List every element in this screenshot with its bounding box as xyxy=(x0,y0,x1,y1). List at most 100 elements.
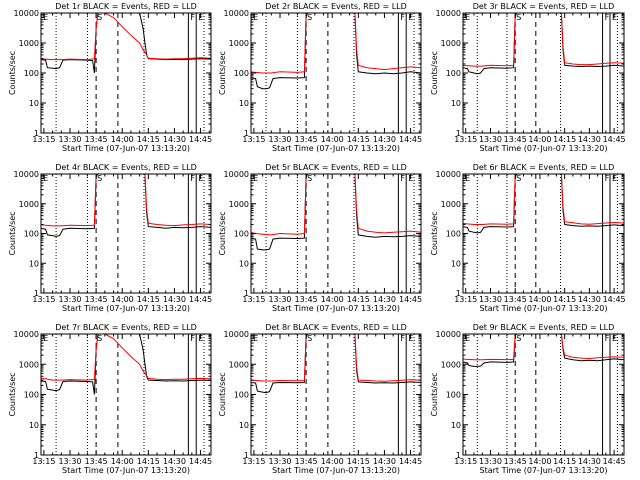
x-tick-label: 13:15 xyxy=(454,135,477,144)
event-marker-label: S xyxy=(97,13,102,22)
y-tick-label: 10 xyxy=(29,421,39,430)
x-tick-label: 14:30 xyxy=(373,295,396,304)
x-tick-label: 14:00 xyxy=(528,295,551,304)
event-marker-label: F xyxy=(400,334,405,343)
x-tick-label: 14:15 xyxy=(347,295,370,304)
event-marker-label: S xyxy=(307,334,312,343)
y-tick-label: 10 xyxy=(451,421,461,430)
x-tick-label: 13:15 xyxy=(32,295,55,304)
x-tick-label: 14:30 xyxy=(373,135,396,144)
y-axis-label: Counts/sec xyxy=(430,51,439,95)
x-tick-label: 14:30 xyxy=(163,135,186,144)
events-series-line xyxy=(41,174,211,237)
y-tick-label: 10 xyxy=(29,99,39,108)
x-tick-label: 14:45 xyxy=(603,135,626,144)
event-marker-label: F xyxy=(400,174,405,183)
y-tick-label: 10 xyxy=(451,259,461,268)
x-axis-label: Start Time (07-Jun-07 13:13:20) xyxy=(480,144,608,153)
x-tick-label: 13:30 xyxy=(268,135,291,144)
x-tick-label: 13:30 xyxy=(58,457,81,466)
x-tick-label: 13:45 xyxy=(85,457,108,466)
x-tick-label: 14:15 xyxy=(137,457,160,466)
x-axis-label: Start Time (07-Jun-07 13:13:20) xyxy=(62,466,190,475)
x-tick-label: 14:45 xyxy=(189,295,212,304)
event-marker-label: E xyxy=(253,174,258,183)
y-tick-label: 1000 xyxy=(441,200,461,209)
event-marker-label: E xyxy=(465,174,470,183)
x-tick-label: 13:30 xyxy=(479,295,502,304)
y-tick-label: 100 xyxy=(446,230,461,239)
x-tick-label: 14:00 xyxy=(321,135,344,144)
y-axis-label: Counts/sec xyxy=(8,211,17,255)
plot-frame xyxy=(462,333,625,456)
x-tick-label: 13:45 xyxy=(295,457,318,466)
x-tick-label: 14:45 xyxy=(603,295,626,304)
x-tick-label: 14:15 xyxy=(347,457,370,466)
panel-title: Det 6r BLACK = Events, RED = LLD xyxy=(473,163,615,172)
events-series-line xyxy=(41,13,211,74)
x-tick-label: 14:30 xyxy=(578,295,601,304)
detector-panel-6: 1 10 100 1000 10000 13:15 13:30 13:45 14:00 14:15… xyxy=(430,163,626,313)
event-marker-label: S xyxy=(307,13,312,22)
y-tick-label: 10000 xyxy=(224,330,249,339)
y-tick-label: 10000 xyxy=(14,9,39,18)
events-series-line xyxy=(251,334,421,394)
detector-panel-5: 1 10 100 1000 10000 13:15 13:30 13:45 14:00 14:15… xyxy=(218,163,422,313)
x-tick-label: 13:15 xyxy=(242,295,265,304)
x-tick-label: 13:45 xyxy=(85,135,108,144)
event-marker-label: E xyxy=(408,174,413,183)
event-marker-label: E xyxy=(408,334,413,343)
event-marker-label: S xyxy=(97,334,102,343)
panel-title: Det 5r BLACK = Events, RED = LLD xyxy=(265,163,407,172)
x-tick-label: 14:00 xyxy=(528,457,551,466)
events-series-line xyxy=(463,13,624,75)
x-tick-label: 14:30 xyxy=(373,457,396,466)
x-tick-label: 14:30 xyxy=(578,135,601,144)
y-axis-label: Counts/sec xyxy=(8,51,17,95)
y-tick-label: 10000 xyxy=(224,170,249,179)
panel-title: Det 8r BLACK = Events, RED = LLD xyxy=(265,323,407,332)
x-tick-label: 14:45 xyxy=(189,135,212,144)
event-marker-label: E xyxy=(253,13,258,22)
y-tick-label: 10000 xyxy=(14,330,39,339)
x-tick-label: 13:45 xyxy=(295,135,318,144)
x-tick-label: 13:45 xyxy=(504,135,527,144)
x-tick-label: 13:30 xyxy=(479,457,502,466)
event-marker-label: E xyxy=(612,334,617,343)
y-tick-label: 10 xyxy=(239,421,249,430)
x-axis-label: Start Time (07-Jun-07 13:13:20) xyxy=(480,304,608,313)
event-marker-label: S xyxy=(307,174,312,183)
event-marker-label: F xyxy=(605,13,610,22)
lld-series-line xyxy=(41,174,211,227)
panel-title: Det 3r BLACK = Events, RED = LLD xyxy=(473,2,615,11)
events-series-line xyxy=(41,334,211,395)
y-tick-label: 100 xyxy=(24,69,39,78)
y-tick-label: 10000 xyxy=(436,170,461,179)
panel-title: Det 1r BLACK = Events, RED = LLD xyxy=(55,2,197,11)
plot-frame xyxy=(40,173,212,294)
y-tick-label: 1000 xyxy=(19,200,39,209)
y-tick-label: 100 xyxy=(446,391,461,400)
event-marker-label: E xyxy=(43,174,48,183)
x-tick-label: 14:45 xyxy=(189,457,212,466)
x-tick-label: 14:45 xyxy=(399,135,422,144)
x-axis-label: Start Time (07-Jun-07 13:13:20) xyxy=(272,304,400,313)
x-tick-label: 14:15 xyxy=(553,295,576,304)
y-tick-label: 1000 xyxy=(441,39,461,48)
event-marker-label: E xyxy=(612,13,617,22)
event-marker-label: F xyxy=(400,13,405,22)
event-marker-label: S xyxy=(97,174,102,183)
plot-frame xyxy=(462,173,625,294)
detector-panel-2: 1 10 100 1000 10000 13:15 13:30 13:45 14:00 14:15… xyxy=(218,2,422,153)
plot-frame xyxy=(462,12,625,134)
x-tick-label: 13:45 xyxy=(85,295,108,304)
x-tick-label: 13:15 xyxy=(454,457,477,466)
y-tick-label: 10 xyxy=(29,259,39,268)
detector-panel-9: 1 10 100 1000 10000 13:15 13:30 13:45 14:00 14:15… xyxy=(430,323,626,475)
x-axis-label: Start Time (07-Jun-07 13:13:20) xyxy=(62,304,190,313)
x-tick-label: 13:15 xyxy=(242,457,265,466)
lld-series-line xyxy=(251,334,421,382)
x-tick-label: 13:15 xyxy=(32,457,55,466)
x-axis-label: Start Time (07-Jun-07 13:13:20) xyxy=(272,466,400,475)
